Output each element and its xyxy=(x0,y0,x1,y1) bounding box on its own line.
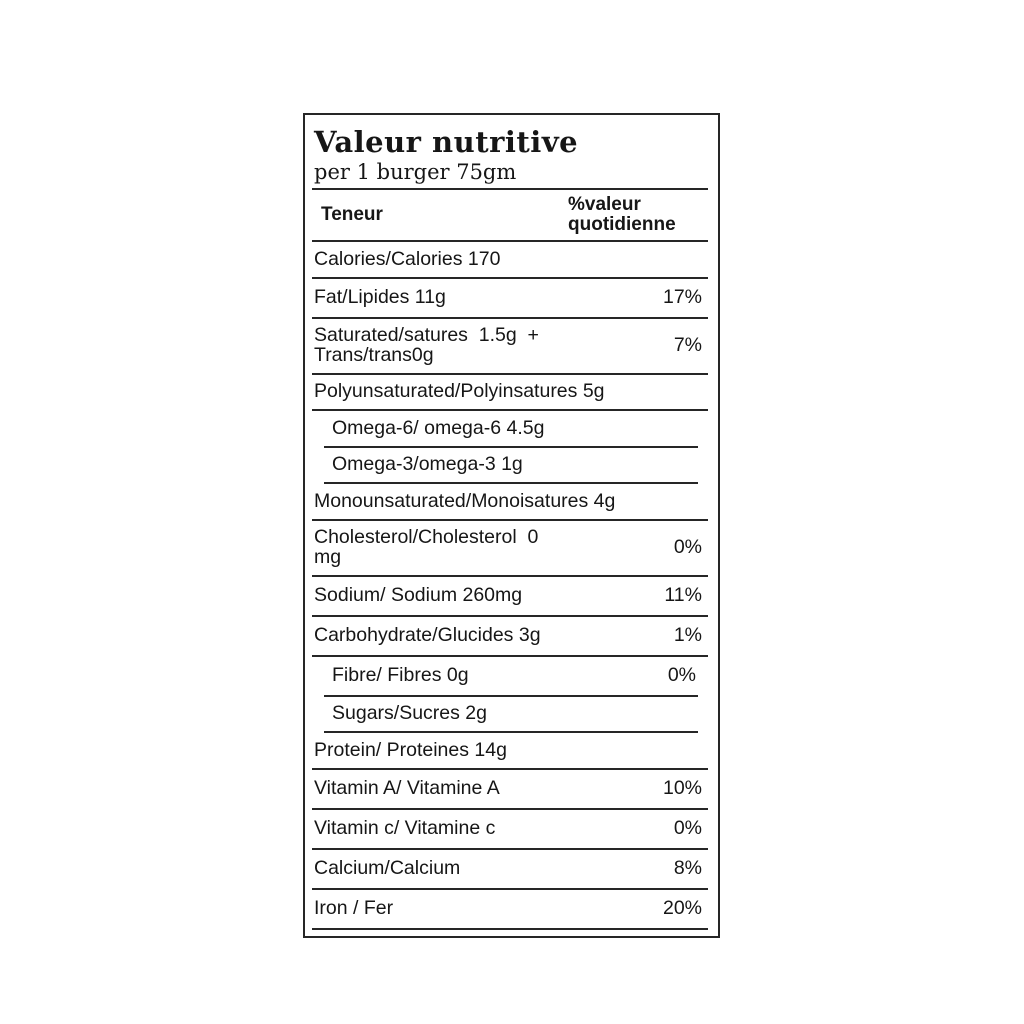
table-header: Teneur %valeur quotidienne xyxy=(312,190,708,242)
nutrient-label-line: Cholesterol/Cholesterol 0 xyxy=(314,526,539,548)
nutrient-label-line: Trans/trans0g xyxy=(314,343,434,366)
nutrient-label-line: Omega-6/ omega-6 4.5g xyxy=(332,416,545,439)
nutrient-row: Vitamin c/ Vitamine c 0% xyxy=(312,810,708,850)
nutrient-label-line: Sodium/ Sodium 260mg xyxy=(314,583,523,606)
nutrient-row: Iron / Fer 20% xyxy=(312,890,708,930)
nutrient-label: Polyunsaturated/Polyinsatures 5g xyxy=(312,380,702,402)
nutrient-label: Fat/Lipides 11g xyxy=(312,285,663,308)
nutrient-label: Fibre/ Fibres 0g xyxy=(324,663,668,686)
nutrient-rows: Calories/Calories 170 Fat/Lipides 11g 17… xyxy=(312,242,708,930)
nutrient-label-line: Sugars/Sucres 2g xyxy=(332,702,488,724)
nutrient-label-line: Polyunsaturated/Polyinsatures 5g xyxy=(314,380,605,402)
nutrient-row: Cholesterol/Cholesterol 0 mg 0% xyxy=(312,521,708,577)
nutrient-label-line: Monounsaturated/Monoisatures 4g xyxy=(314,489,616,512)
daily-value-percent: 7% xyxy=(673,334,702,356)
nutrient-row: Polyunsaturated/Polyinsatures 5g xyxy=(312,375,708,411)
daily-value-percent: 1% xyxy=(673,624,702,646)
nutrient-label-line: Omega-3/omega-3 1g xyxy=(332,453,523,475)
nutrient-label: Carbohydrate/Glucides 3g xyxy=(312,623,674,646)
daily-value-percent: 0% xyxy=(667,664,696,686)
nutrient-row: Monounsaturated/Monoisatures 4g xyxy=(312,484,708,521)
nutrient-label-line: Calories/Calories 170 xyxy=(314,247,501,270)
nutrient-label-line: Iron / Fer xyxy=(314,896,394,919)
daily-value-column-header: %valeur quotidienne xyxy=(568,195,708,235)
nutrient-row: Sodium/ Sodium 260mg 11% xyxy=(312,577,708,617)
nutrient-label: Sugars/Sucres 2g xyxy=(324,702,696,724)
daily-value-percent: 10% xyxy=(662,777,702,799)
label-title-block: Valeur nutritive per 1 burger 75gm xyxy=(312,124,708,190)
amount-column-header: Teneur xyxy=(321,204,383,225)
nutrient-row: Vitamin A/ Vitamine A 10% xyxy=(312,770,708,810)
nutrient-row: Fibre/ Fibres 0g 0% xyxy=(324,657,698,697)
nutrient-label: Monounsaturated/Monoisatures 4g xyxy=(312,489,702,512)
nutrient-label-line: Carbohydrate/Glucides 3g xyxy=(314,623,541,646)
nutrient-row: Omega-3/omega-3 1g xyxy=(324,448,698,484)
nutrient-label-line: Vitamin A/ Vitamine A xyxy=(314,776,500,799)
label-title: Valeur nutritive xyxy=(314,125,579,159)
serving-size: per 1 burger 75gm xyxy=(314,160,517,184)
nutrient-label: Omega-6/ omega-6 4.5g xyxy=(324,416,696,439)
nutrient-label: Calories/Calories 170 xyxy=(312,247,702,270)
nutrient-label: Vitamin c/ Vitamine c xyxy=(312,816,674,839)
daily-value-header-line-2: quotidienne xyxy=(568,214,676,235)
nutrient-row: Fat/Lipides 11g 17% xyxy=(312,279,708,319)
nutrient-row: Saturated/satures 1.5g + Trans/trans0g 7% xyxy=(312,319,708,375)
nutrient-label: Sodium/ Sodium 260mg xyxy=(312,583,664,606)
nutrient-label-line: Protein/ Proteines 14g xyxy=(314,738,507,761)
nutrient-label: Calcium/Calcium xyxy=(312,856,674,879)
nutrient-label-line: Fat/Lipides 11g xyxy=(314,285,446,308)
nutrient-label: Omega-3/omega-3 1g xyxy=(324,453,696,475)
nutrient-label-line: Fibre/ Fibres 0g xyxy=(332,663,469,686)
nutrient-row: Calcium/Calcium 8% xyxy=(312,850,708,890)
nutrient-label-line: Calcium/Calcium xyxy=(314,856,461,879)
daily-value-percent: 8% xyxy=(673,857,702,879)
nutrient-label: Cholesterol/Cholesterol 0 mg xyxy=(312,526,674,568)
daily-value-percent: 11% xyxy=(664,584,702,606)
nutrient-row: Omega-6/ omega-6 4.5g xyxy=(324,411,698,448)
nutrient-label: Iron / Fer xyxy=(312,896,663,919)
nutrient-label-line: Vitamin c/ Vitamine c xyxy=(314,816,496,839)
nutrient-label-line: mg xyxy=(314,545,342,568)
nutrient-row: Sugars/Sucres 2g xyxy=(324,697,698,733)
daily-value-percent: 20% xyxy=(662,897,702,919)
daily-value-percent: 0% xyxy=(673,536,702,558)
daily-value-header-line-1: %valeur xyxy=(568,194,641,215)
nutrient-row: Calories/Calories 170 xyxy=(312,242,708,279)
daily-value-percent: 0% xyxy=(673,817,702,839)
nutrient-label: Saturated/satures 1.5g + Trans/trans0g xyxy=(312,324,674,366)
nutrient-label: Vitamin A/ Vitamine A xyxy=(312,776,663,799)
nutrient-row: Carbohydrate/Glucides 3g 1% xyxy=(312,617,708,657)
nutrient-label-line: Saturated/satures 1.5g + xyxy=(314,324,539,346)
nutrition-facts-label: Valeur nutritive per 1 burger 75gm Teneu… xyxy=(303,113,720,938)
nutrient-row: Protein/ Proteines 14g xyxy=(312,733,708,770)
nutrient-label: Protein/ Proteines 14g xyxy=(312,738,702,761)
daily-value-percent: 17% xyxy=(662,286,702,308)
